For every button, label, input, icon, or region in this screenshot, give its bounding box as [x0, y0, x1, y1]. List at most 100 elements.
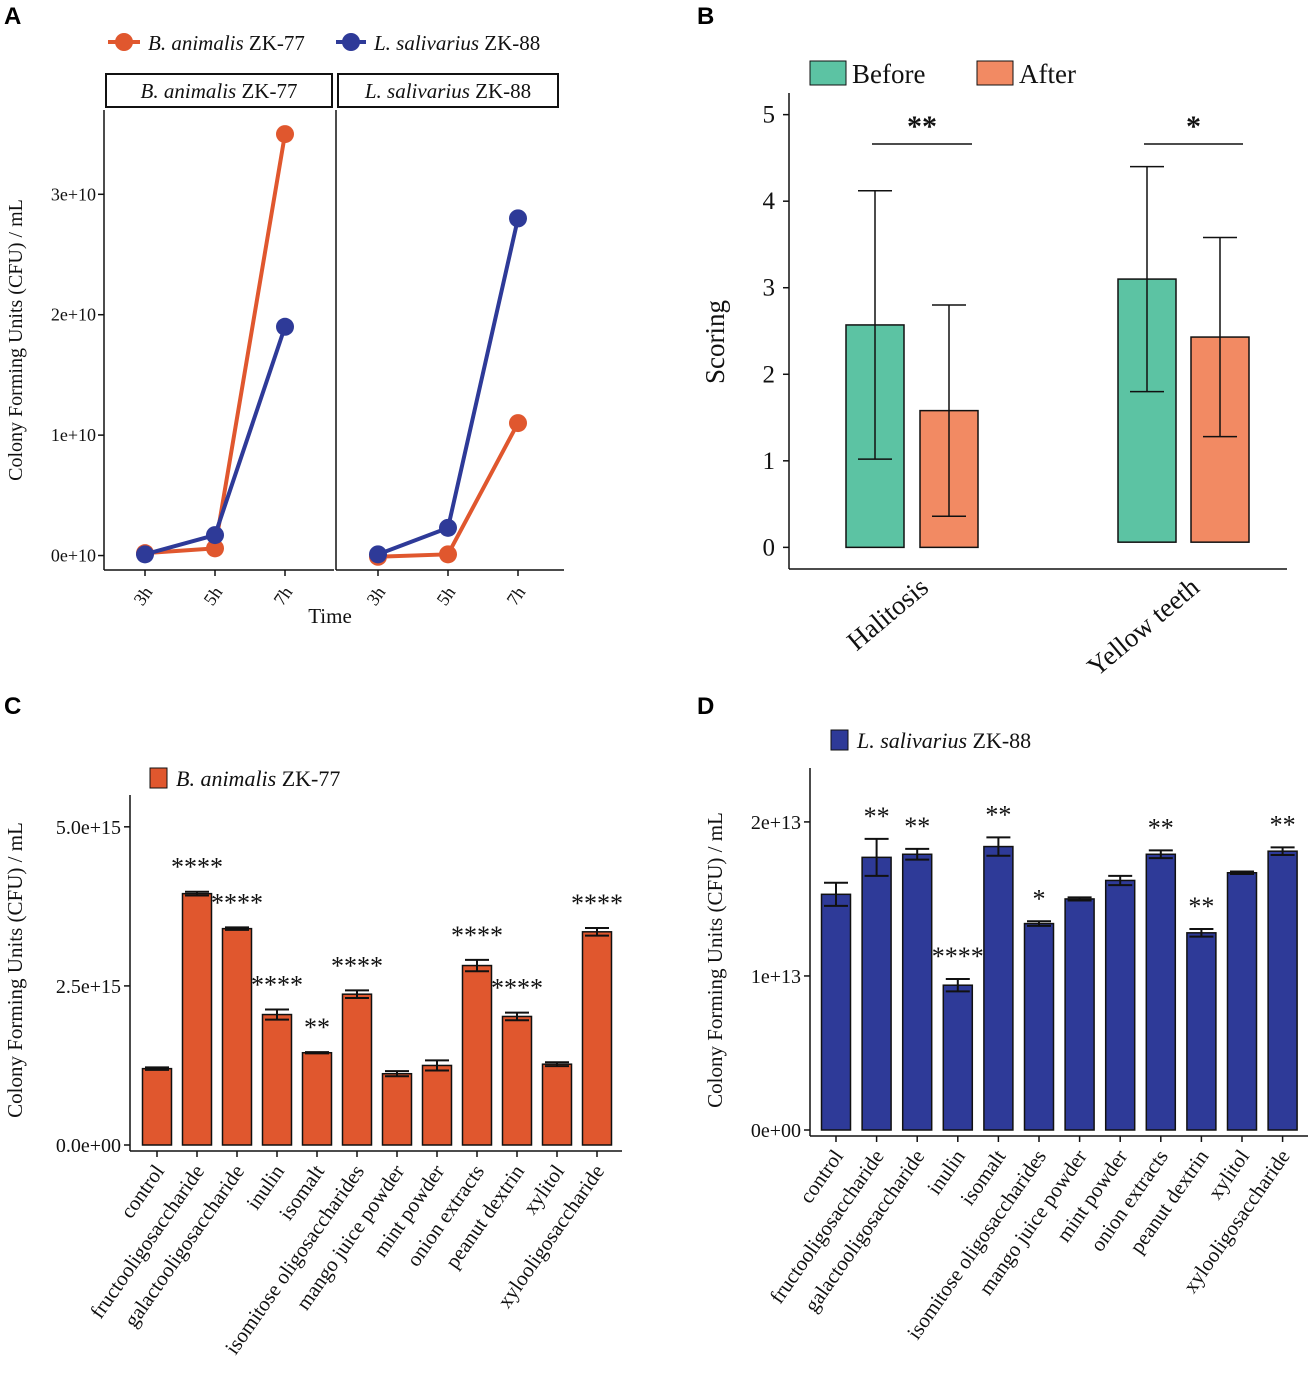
significance-label-9: **: [1188, 892, 1214, 921]
x-tick-label-1-2: 7h: [503, 583, 530, 609]
panel-label-d: D: [697, 693, 714, 720]
x-tick-label-1-0: 3h: [363, 583, 390, 609]
significance-label-2: **: [904, 812, 930, 841]
y-tick-label-1: 1e+13: [751, 966, 801, 988]
x-tick-label-0-0: 3h: [130, 583, 157, 609]
y-tick-label-4: 4: [763, 188, 776, 215]
data-point-0-1-1: [206, 526, 224, 545]
y-axis-title: Colony Forming Units (CFU) / mL: [703, 812, 727, 1108]
panel-b-bar-chart: Before After 0 1 2 3 4 5 Scoring ** Halitosis * Yell…: [700, 59, 1287, 682]
y-tick-label-2: 2e+10: [51, 305, 96, 325]
bar-fructooligosaccharide: [861, 856, 892, 1131]
x-tick-label-1: Yellow teeth: [1081, 571, 1205, 682]
y-axis-title: Scoring: [700, 300, 730, 384]
y-tick-label-1: 1e+10: [51, 425, 96, 445]
significance-label-5: ****: [331, 951, 383, 980]
y-tick-label-2: 2e+13: [751, 812, 801, 834]
bar-galactooligosaccharide: [901, 853, 933, 1131]
x-tick-label-1-1: 5h: [433, 583, 460, 609]
panel-label-b: B: [697, 3, 714, 30]
significance-label-9: ****: [491, 974, 543, 1003]
legend-label-after: After: [1019, 59, 1076, 89]
bar-peanut-dextrin: [501, 1015, 533, 1146]
panel-d-bar-chart: L. salivarius ZK-88 0e+00 1e+13 2e+13 Colony…: [703, 728, 1308, 1344]
legend-swatch-after: [976, 60, 1014, 86]
y-axis-title: Colony Forming Units (CFU) / mL: [3, 822, 27, 1118]
bar-mint-powder: [421, 1064, 453, 1146]
data-point-1-1-2: [509, 209, 527, 228]
legend-label-0: B. animalis ZK-77: [148, 31, 305, 55]
significance-label-1: ****: [171, 853, 223, 882]
significance-label-5: *: [1033, 884, 1046, 913]
significance-label-1: **: [864, 802, 890, 831]
significance-label-3: ****: [932, 942, 984, 971]
bar-galactooligosaccharide: [221, 927, 253, 1146]
bar-mint-powder: [1104, 879, 1136, 1131]
x-axis-title: Time: [308, 604, 352, 628]
significance-label-2: ****: [211, 888, 263, 917]
bar-xylooligosaccharide: [1267, 850, 1298, 1131]
y-tick-label-2: 5.0e+15: [56, 817, 121, 839]
facet-strip-0: [105, 73, 333, 108]
significance-label-11: ****: [571, 889, 623, 918]
legend-marker-1: [342, 33, 360, 51]
data-point-1-1-0: [369, 545, 387, 564]
facet-strip-1: [337, 73, 559, 108]
legend-swatch-before: [809, 60, 847, 86]
bar-mango-juice-powder: [1064, 898, 1095, 1131]
bar-control: [820, 893, 852, 1131]
legend-swatch: [830, 729, 849, 751]
y-axis-title: Colony Forming Units (CFU) / mL: [5, 199, 27, 481]
legend-label: B. animalis ZK-77: [176, 766, 340, 791]
bar-onion-extracts: [461, 964, 493, 1146]
bar-isomalt: [301, 1051, 333, 1146]
bar-inulin: [942, 984, 974, 1131]
data-point-0-1-0: [136, 545, 154, 564]
significance-label-8: ****: [451, 921, 503, 950]
data-point-1-0-2: [509, 414, 527, 433]
x-tick-label-0-2: 7h: [270, 583, 297, 609]
facet-strip-label-0: B. animalis ZK-77: [141, 79, 298, 103]
bar-isomalt: [983, 845, 1014, 1131]
legend-label: L. salivarius ZK-88: [856, 728, 1031, 753]
data-point-0-0-1: [206, 539, 224, 558]
bar-control: [141, 1067, 173, 1146]
series-line-0-0: [144, 133, 287, 556]
significance-label-11: **: [1270, 810, 1296, 839]
significance-label-4: **: [985, 800, 1011, 829]
y-tick-label-0: 0.0e+00: [56, 1135, 121, 1157]
y-tick-label-0: 0: [763, 534, 776, 561]
significance-label-1: *: [1186, 110, 1201, 143]
significance-label-8: **: [1148, 813, 1174, 842]
y-tick-label-0: 0e+10: [51, 546, 96, 566]
x-tick-label-0-1: 5h: [200, 583, 227, 609]
bar-isomitose-oligosaccharides: [1023, 922, 1055, 1131]
significance-label-3: ****: [251, 970, 303, 999]
y-tick-label-1: 2.5e+15: [56, 976, 121, 998]
legend-label-before: Before: [852, 59, 925, 89]
y-tick-label-2: 2: [763, 361, 776, 388]
bar-inulin: [261, 1013, 293, 1146]
data-point-0-0-2: [276, 125, 294, 144]
bar-fructooligosaccharide: [181, 892, 213, 1146]
y-tick-label-3: 3: [763, 275, 776, 302]
legend-marker-0: [115, 33, 133, 51]
y-tick-label-1: 1: [763, 448, 776, 475]
legend-label-1: L. salivarius ZK-88: [373, 31, 540, 55]
panel-c-bar-chart: B. animalis ZK-77 0.0e+00 2.5e+15 5.0e+15 Co…: [3, 766, 623, 1359]
y-tick-label-5: 5: [763, 102, 776, 129]
data-point-1-0-1: [439, 545, 457, 564]
significance-label-4: **: [304, 1013, 330, 1042]
bar-peanut-dextrin: [1186, 932, 1217, 1131]
bar-xylooligosaccharide: [581, 931, 613, 1146]
series-line-1-1: [377, 217, 520, 557]
series-line-0-1: [144, 326, 287, 557]
data-point-1-1-1: [439, 518, 457, 537]
significance-label-0: **: [907, 110, 937, 143]
panel-label-a: A: [4, 3, 21, 30]
data-point-0-1-2: [276, 317, 294, 336]
bar-xylitol: [541, 1063, 573, 1146]
legend-swatch: [149, 767, 168, 789]
bar-onion-extracts: [1145, 853, 1177, 1131]
